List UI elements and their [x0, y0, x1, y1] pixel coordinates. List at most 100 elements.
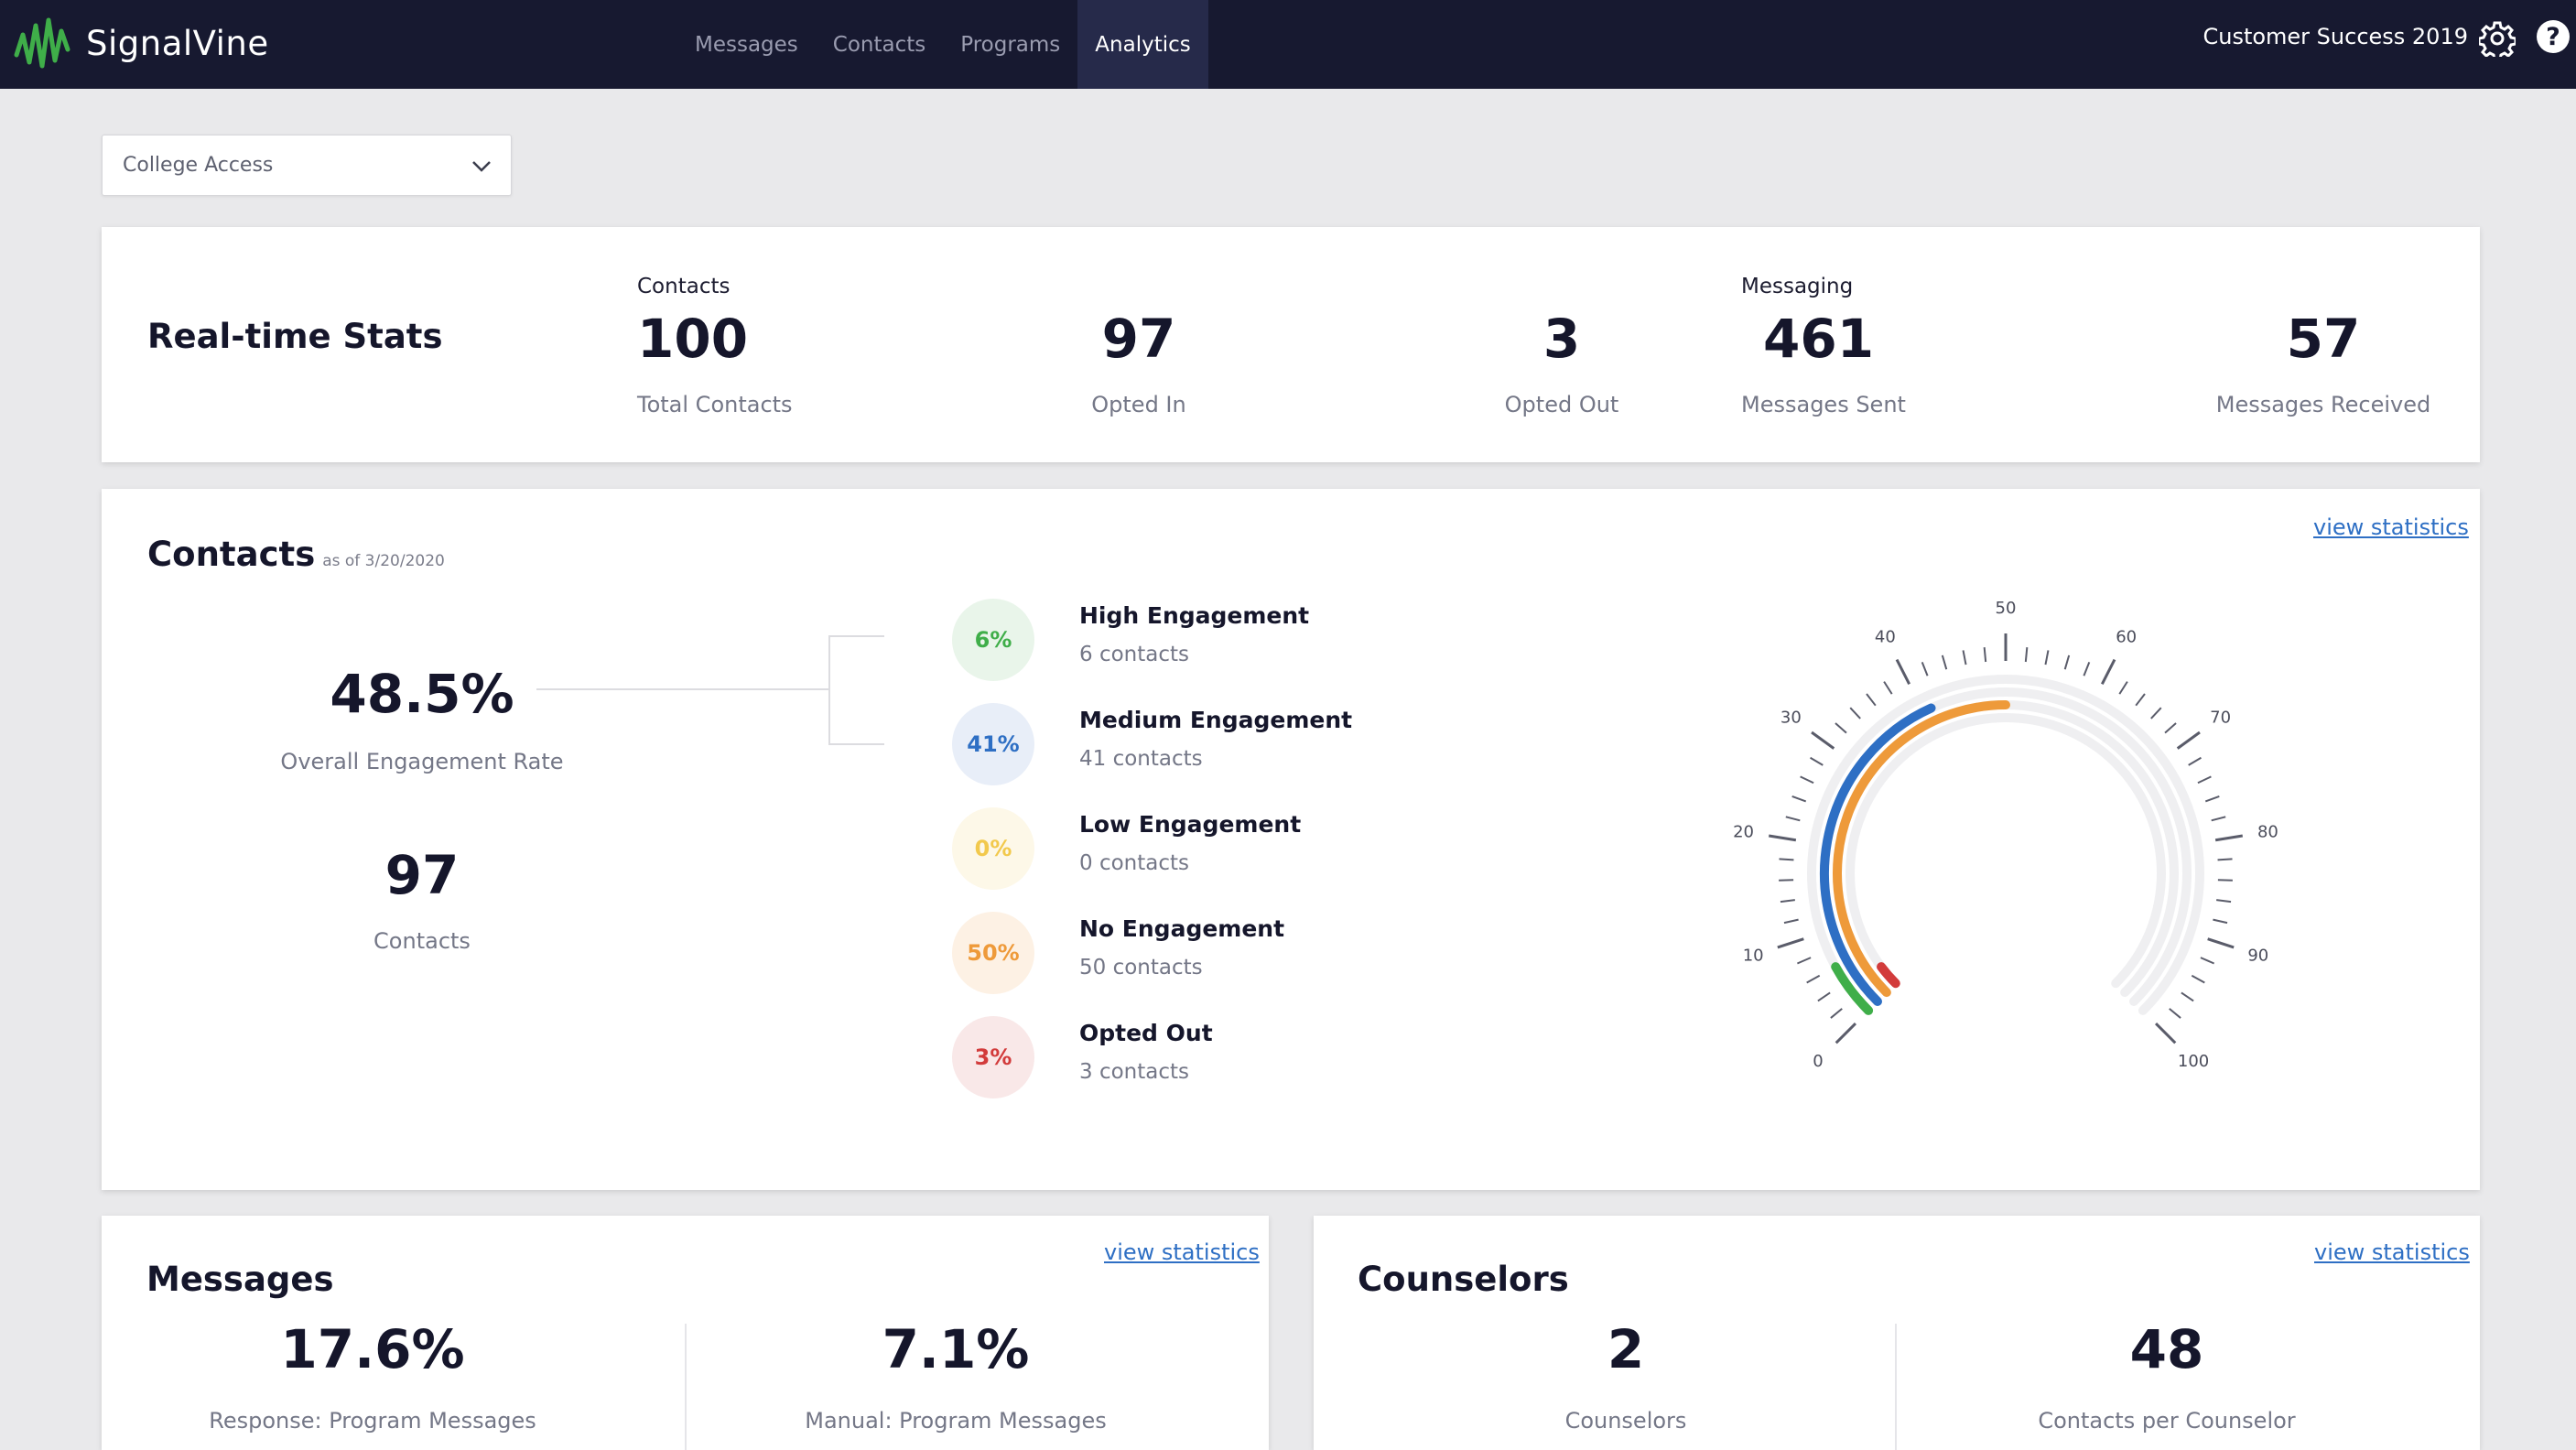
nav-analytics[interactable]: Analytics: [1077, 0, 1208, 89]
engagement-count: 0 contacts: [1079, 851, 1189, 875]
messages-title: Messages: [146, 1260, 334, 1299]
engagement-row-high: 6% High Engagement 6 contacts: [952, 599, 1501, 681]
realtime-stats-title: Real-time Stats: [147, 317, 443, 356]
brand-name: SignalVine: [86, 23, 269, 63]
contacts-as-of: as of 3/20/2020: [322, 552, 445, 570]
gauge-tick-label: 20: [1733, 823, 1754, 842]
gauge-minor-tick: [1983, 647, 1987, 663]
counselors-title: Counselors: [1358, 1260, 1569, 1299]
help-icon[interactable]: ?: [2537, 20, 2570, 53]
contacts-view-statistics-link[interactable]: view statistics: [2313, 514, 2469, 540]
messages-view-statistics-link[interactable]: view statistics: [1104, 1239, 1260, 1265]
gauge-minor-tick: [2191, 974, 2205, 984]
total-contacts-value: 100: [637, 308, 749, 370]
messaging-group-label: Messaging: [1741, 275, 1854, 298]
gauge-minor-tick: [1791, 795, 1807, 803]
opted-out-value: 3: [1542, 308, 1581, 370]
gauge-minor-tick: [2118, 681, 2128, 695]
gauge-minor-tick: [2135, 693, 2146, 707]
realtime-stats-card: Real-time Stats Contacts Messaging 100 T…: [102, 227, 2480, 462]
stat-divider: [1895, 1324, 1897, 1450]
gauge-track: [1807, 675, 2204, 1015]
gauge-minor-tick: [1785, 816, 1801, 822]
contacts-title-text: Contacts: [147, 535, 316, 574]
messages-sent-label: Messages Sent: [1741, 392, 1906, 417]
contacts-group-label: Contacts: [637, 275, 731, 298]
engagement-rate-label: Overall Engagement Rate: [280, 749, 564, 774]
gauge-major-tick: [1835, 1022, 1857, 1044]
contacts-card: Contacts as of 3/20/2020 view statistics …: [102, 489, 2480, 1190]
gauge-minor-tick: [1780, 899, 1795, 904]
gauge-minor-tick: [2197, 775, 2212, 785]
engagement-rate-value: 48.5%: [330, 663, 514, 725]
gauge-tick-label: 60: [2116, 628, 2137, 647]
engagement-percent-badge: 0%: [952, 807, 1034, 890]
engagement-title: Medium Engagement: [1079, 707, 1353, 733]
chevron-down-icon: [472, 161, 491, 172]
response-rate-label: Response: Program Messages: [209, 1408, 536, 1434]
engagement-row-medium: 41% Medium Engagement 41 contacts: [952, 703, 1501, 785]
gauge-minor-tick: [2211, 816, 2226, 822]
gauge-minor-tick: [2024, 647, 2029, 663]
total-contacts-label: Total Contacts: [637, 392, 793, 417]
gauge-minor-tick: [1783, 918, 1799, 925]
engagement-title: No Engagement: [1079, 915, 1285, 942]
opted-in-value: 97: [1101, 308, 1176, 370]
stat-divider: [685, 1324, 687, 1450]
gauge-major-tick: [2176, 730, 2201, 750]
counselors-view-statistics-link[interactable]: view statistics: [2314, 1239, 2470, 1265]
messages-received-label: Messages Received: [2215, 392, 2431, 417]
gauge-arc-no-engagement: [1833, 700, 2010, 998]
gear-icon[interactable]: [2479, 20, 2516, 57]
engagement-gauge: 0 10 20 30 40 50 60 70 80 90 100: [1733, 599, 2278, 1071]
manual-rate-label: Manual: Program Messages: [805, 1408, 1107, 1434]
opted-out-label: Opted Out: [1504, 392, 1619, 417]
gauge-minor-tick: [2083, 662, 2091, 676]
nav-contacts[interactable]: Contacts: [832, 32, 926, 57]
gauge-minor-tick: [1883, 681, 1893, 695]
counselors-card: Counselors view statistics 2 Counselors …: [1314, 1216, 2480, 1450]
gauge-minor-tick: [1796, 957, 1812, 965]
top-nav-bar: SignalVine Messages Contacts Programs An…: [0, 0, 2576, 89]
engagement-count: 41 contacts: [1079, 747, 1203, 771]
counselors-count-value: 2: [1607, 1318, 1645, 1380]
gauge-minor-tick: [2181, 991, 2194, 1002]
gauge-major-tick: [2214, 834, 2244, 842]
gauge-arc-opted-out: [1877, 962, 1900, 989]
engagement-percent-badge: 50%: [952, 912, 1034, 994]
gauge-minor-tick: [1810, 756, 1824, 766]
account-name[interactable]: Customer Success 2019: [2203, 24, 2468, 49]
gauge-minor-tick: [2164, 722, 2177, 734]
messages-sent-value: 461: [1763, 308, 1875, 370]
engagement-row-low: 0% Low Engagement 0 contacts: [952, 807, 1501, 890]
gauge-tick-label: 50: [1996, 599, 2017, 618]
gauge-tick-label: 10: [1743, 947, 1764, 966]
gauge-arc-medium-engagement: [1820, 703, 1936, 1007]
gauge-major-tick: [2207, 937, 2235, 949]
gauge-tick-label: 0: [1813, 1052, 1823, 1071]
gauge-minor-tick: [1921, 662, 1929, 676]
engagement-title: Low Engagement: [1079, 811, 1302, 838]
gauge-major-tick: [2100, 658, 2116, 685]
response-rate-value: 17.6%: [280, 1318, 465, 1380]
engagement-percent-badge: 3%: [952, 1016, 1034, 1098]
gauge-minor-tick: [1806, 974, 1821, 984]
gauge-tick-label: 100: [2178, 1052, 2209, 1071]
program-select[interactable]: College Access: [102, 135, 512, 196]
gauge-minor-tick: [1835, 722, 1847, 734]
engagement-row-none: 50% No Engagement 50 contacts: [952, 912, 1501, 994]
contact-count-value: 97: [384, 844, 460, 906]
nav-messages[interactable]: Messages: [695, 32, 798, 57]
gauge-minor-tick: [1779, 858, 1794, 861]
signalvine-logo[interactable]: SignalVine: [13, 13, 269, 73]
signal-wave-icon: [14, 17, 70, 69]
nav-programs[interactable]: Programs: [960, 32, 1061, 57]
gauge-minor-tick: [1866, 693, 1877, 707]
gauge-arc-high-engagement: [1831, 962, 1874, 1015]
engagement-title: Opted Out: [1079, 1020, 1213, 1046]
gauge-minor-tick: [1817, 991, 1831, 1002]
gauge-major-tick: [2154, 1022, 2177, 1044]
gauge-minor-tick: [2216, 899, 2232, 904]
gauge-tick-label: 70: [2210, 709, 2231, 728]
gauge-minor-tick: [2204, 795, 2220, 803]
